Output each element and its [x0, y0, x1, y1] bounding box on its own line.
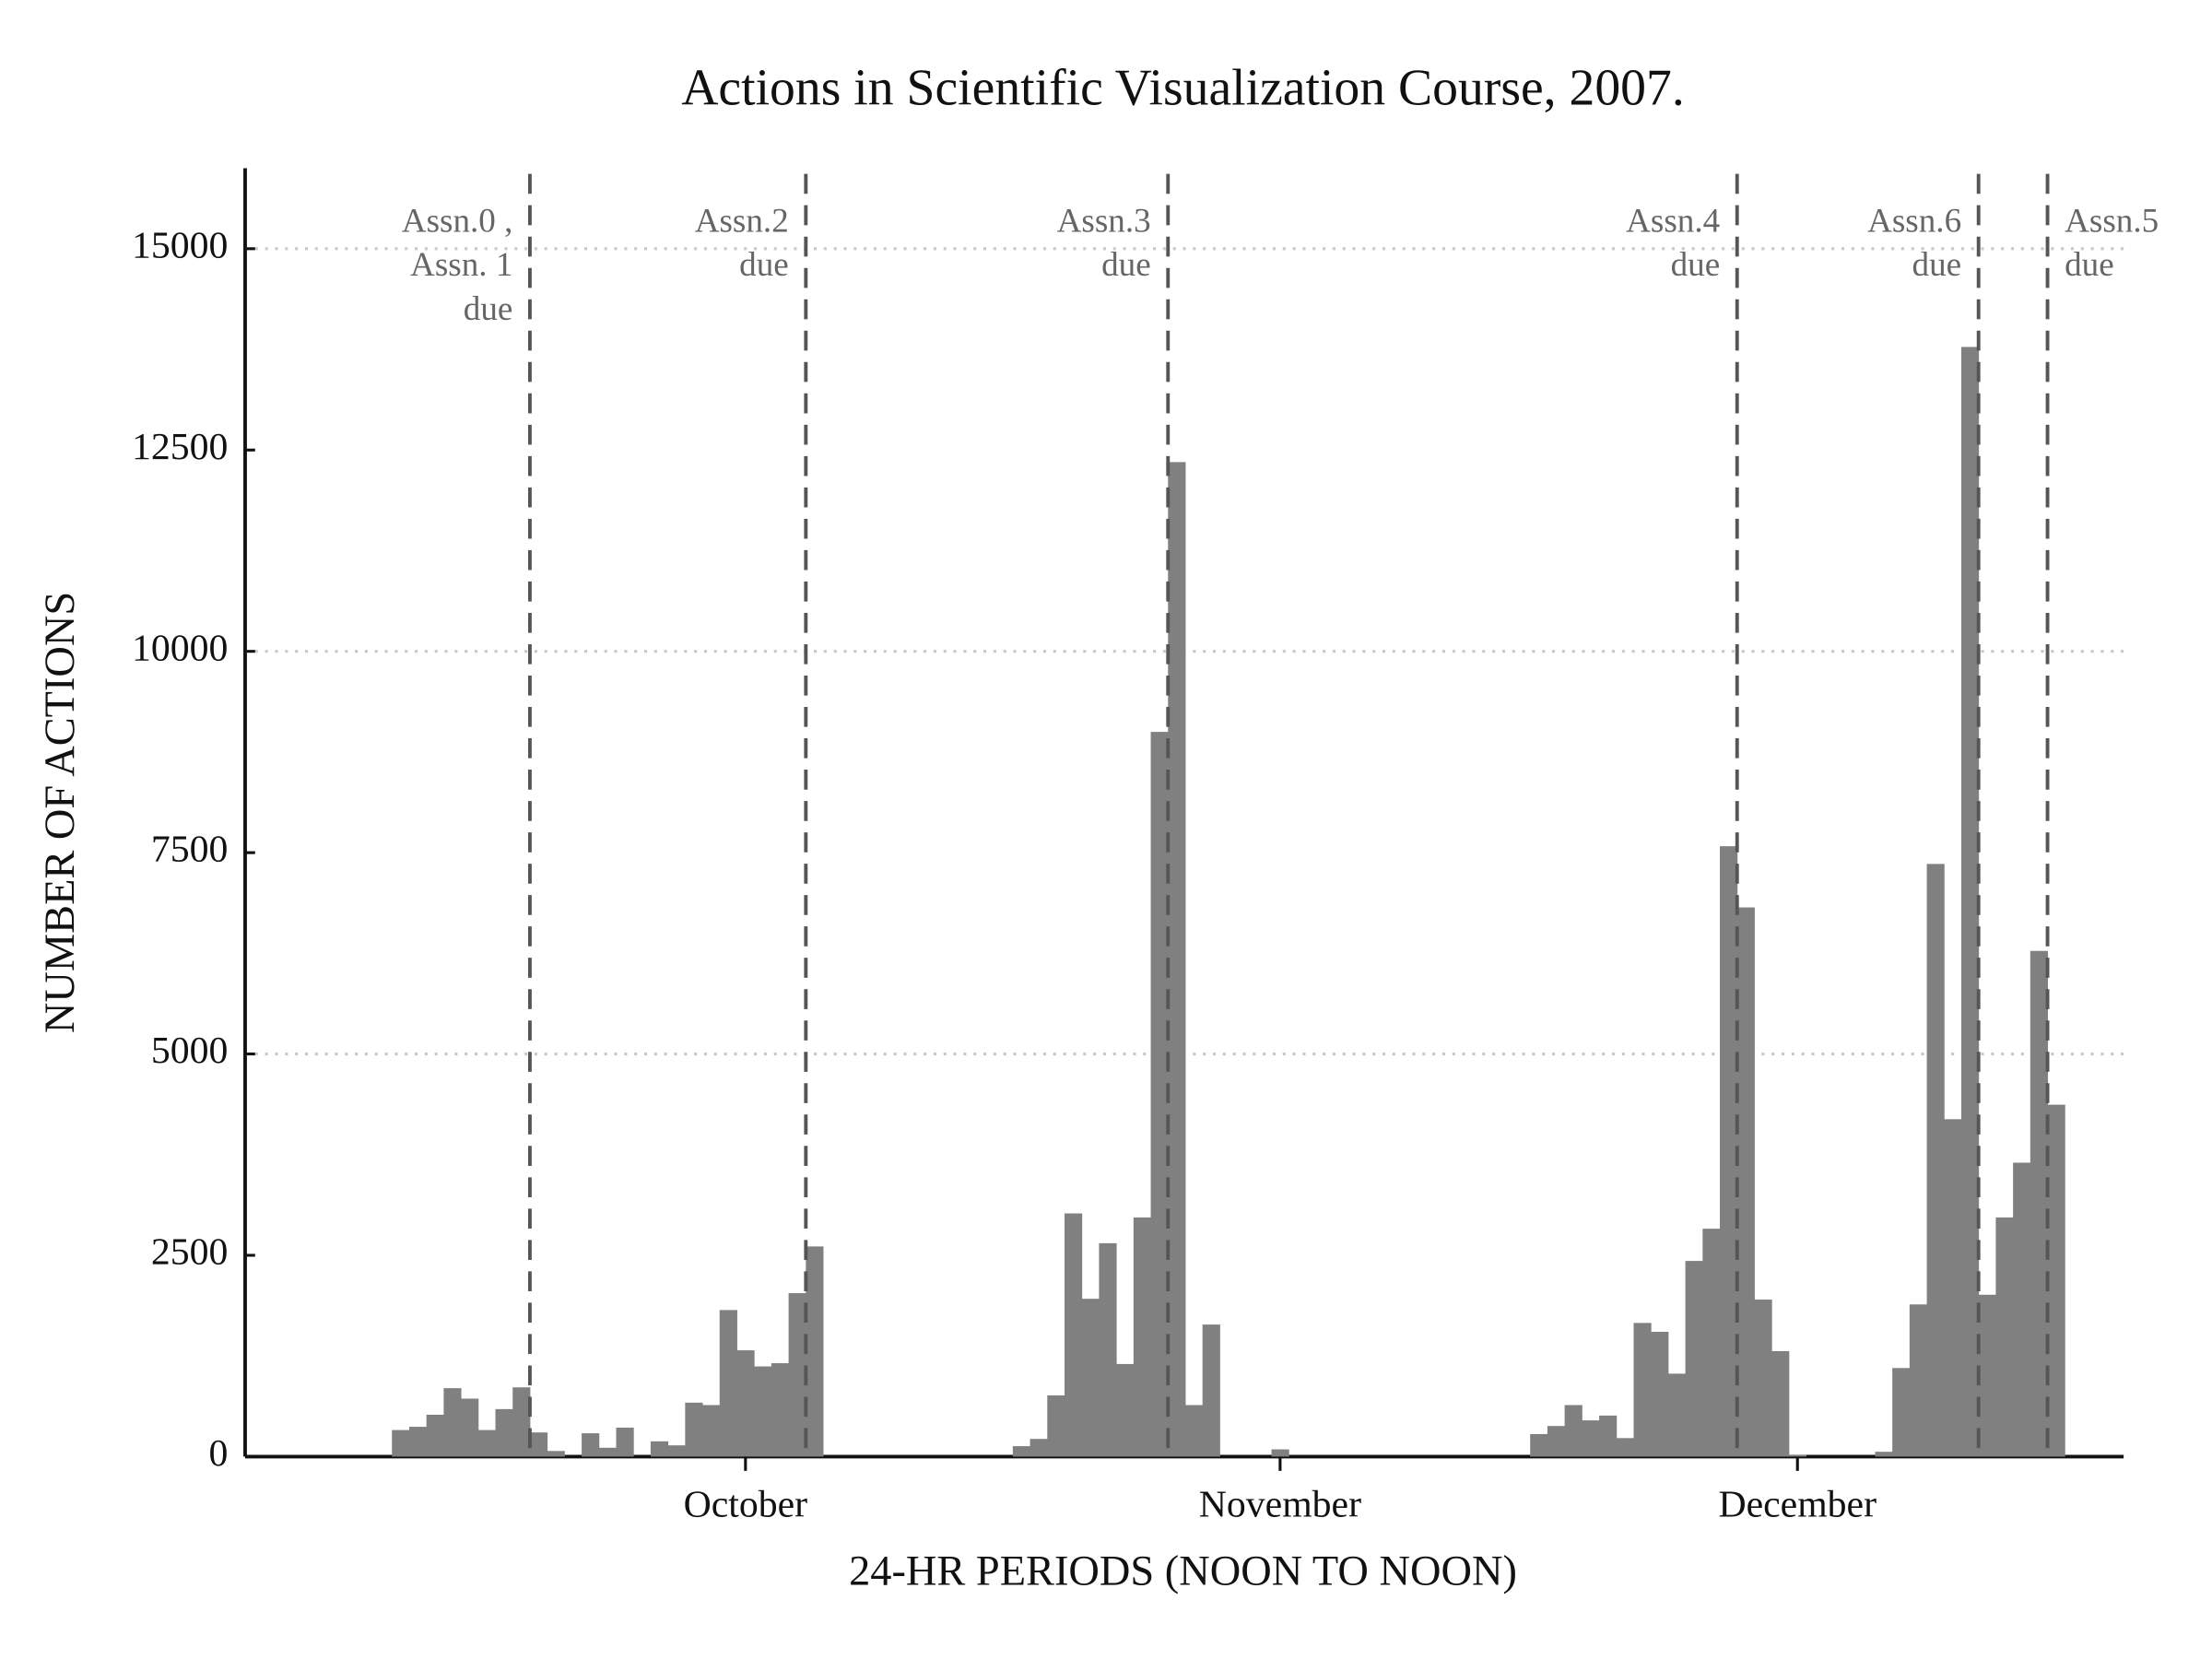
- annotation-text: due: [1912, 246, 1962, 284]
- y-tick-label: 15000: [132, 224, 228, 266]
- annotation-text: due: [2065, 246, 2114, 284]
- bar: [1720, 846, 1738, 1457]
- bar: [1892, 1368, 1911, 1457]
- bar: [408, 1427, 428, 1457]
- bar: [1702, 1229, 1721, 1457]
- bar: [512, 1387, 531, 1457]
- bar: [1133, 1217, 1152, 1457]
- y-tick-label: 2500: [151, 1231, 229, 1274]
- bar: [1530, 1433, 1548, 1457]
- bar: [685, 1402, 703, 1457]
- bar: [2030, 950, 2049, 1457]
- bar: [1081, 1299, 1100, 1457]
- bar: [2013, 1162, 2031, 1457]
- annotation-text: Assn.0 ,: [402, 202, 513, 240]
- bar: [1685, 1261, 1703, 1457]
- bar: [667, 1445, 686, 1457]
- bar: [1788, 1454, 1807, 1457]
- bar: [771, 1363, 790, 1457]
- bar: [1047, 1395, 1065, 1457]
- annotation-text: due: [1671, 246, 1721, 284]
- bar: [1065, 1213, 1083, 1457]
- bar: [1944, 1119, 1962, 1457]
- bar: [495, 1408, 513, 1457]
- chart-title: Actions in Scientific Visualization Cour…: [681, 59, 1685, 116]
- bar: [1754, 1300, 1772, 1457]
- bar: [1202, 1324, 1220, 1457]
- y-tick-label: 0: [209, 1432, 229, 1475]
- x-tick-label: December: [1718, 1484, 1877, 1526]
- bar: [1978, 1294, 1996, 1457]
- bar: [1771, 1350, 1790, 1457]
- bar: [1564, 1405, 1583, 1457]
- bar: [1926, 864, 1945, 1457]
- bar: [1030, 1439, 1048, 1457]
- bar: [1667, 1373, 1687, 1457]
- bar: [806, 1246, 824, 1457]
- bar: [547, 1451, 565, 1457]
- bar: [426, 1414, 444, 1457]
- bar: [443, 1388, 462, 1457]
- bar: [1736, 907, 1755, 1457]
- y-tick-label: 10000: [132, 627, 228, 669]
- bar: [754, 1366, 772, 1457]
- bar: [788, 1293, 806, 1457]
- bar: [1012, 1446, 1031, 1457]
- bar: [1960, 347, 1980, 1457]
- bar: [1995, 1217, 2014, 1457]
- bar: [1599, 1415, 1618, 1457]
- bar: [1582, 1420, 1600, 1457]
- bar: [461, 1398, 479, 1457]
- annotation-text: Assn.6: [1867, 202, 1961, 240]
- bar: [477, 1430, 496, 1457]
- bar: [736, 1350, 755, 1457]
- bar: [616, 1427, 634, 1457]
- annotation-text: Assn. 1: [410, 246, 512, 284]
- annotation-text: Assn.2: [695, 202, 789, 240]
- bar: [719, 1310, 737, 1457]
- bar: [1875, 1452, 1893, 1457]
- bar: [1116, 1363, 1135, 1457]
- bar: [1651, 1331, 1669, 1457]
- annotation-text: Assn.5: [2065, 202, 2159, 240]
- bar: [1168, 462, 1186, 1457]
- bar: [1150, 732, 1169, 1457]
- bar: [1547, 1426, 1566, 1457]
- bar: [1099, 1242, 1117, 1457]
- bar: [1909, 1304, 1928, 1457]
- y-tick-label: 7500: [151, 829, 229, 871]
- bar: [650, 1441, 669, 1457]
- x-tick-label: November: [1199, 1484, 1361, 1526]
- annotation-text: due: [1101, 246, 1151, 284]
- bar: [392, 1430, 410, 1457]
- bar: [2047, 1104, 2065, 1457]
- bar: [1184, 1405, 1204, 1457]
- bar: [529, 1432, 548, 1457]
- annotation-text: due: [464, 290, 513, 328]
- y-tick-label: 12500: [132, 426, 228, 468]
- x-tick-label: October: [684, 1484, 808, 1526]
- bar: [1271, 1449, 1289, 1457]
- y-axis-label: NUMBER OF ACTIONS: [37, 592, 84, 1033]
- y-tick-label: 5000: [151, 1030, 229, 1072]
- bar: [598, 1447, 617, 1457]
- annotation-text: Assn.4: [1626, 202, 1720, 240]
- annotation-text: Assn.3: [1057, 202, 1151, 240]
- bar: [1616, 1438, 1634, 1457]
- bar: [582, 1433, 600, 1457]
- x-axis-label: 24-HR PERIODS (NOON TO NOON): [849, 1547, 1517, 1594]
- annotation-text: due: [739, 246, 789, 284]
- bar: [1633, 1323, 1652, 1457]
- bar: [702, 1405, 721, 1457]
